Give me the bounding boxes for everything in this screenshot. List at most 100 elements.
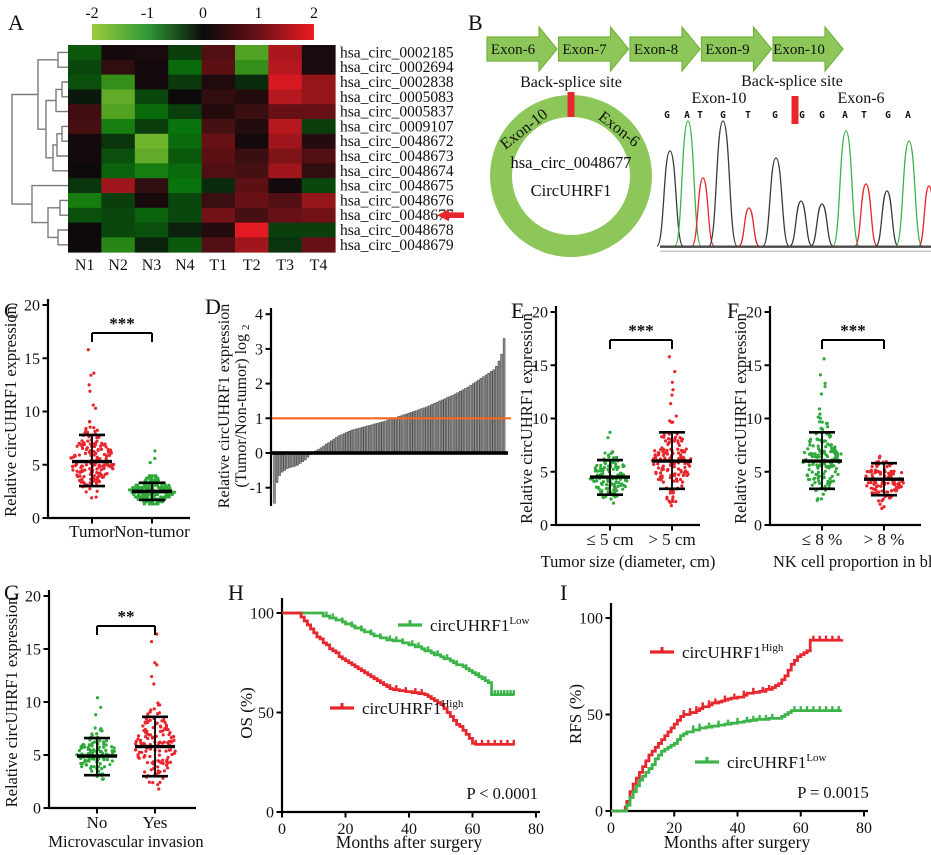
y-tick-label: 0 — [266, 805, 274, 822]
data-point — [146, 719, 150, 723]
data-point — [142, 485, 147, 490]
data-point — [100, 751, 105, 755]
circrna-name: CircUHRF1 — [531, 181, 612, 200]
data-point — [654, 470, 658, 474]
heatmap-cell — [168, 74, 202, 90]
dendrogram-branch — [59, 199, 68, 216]
heatmap-row-label: hsa_circ_0048677 — [340, 207, 454, 224]
data-point — [613, 495, 617, 499]
data-point — [822, 451, 826, 455]
p-value: P < 0.0001 — [467, 784, 539, 803]
y-axis-label-line2: (Tumor/Non-tumor) log 2 — [233, 324, 252, 487]
data-point — [155, 712, 160, 716]
data-point — [657, 466, 661, 470]
data-point — [652, 456, 656, 461]
data-point — [669, 504, 673, 508]
data-point — [164, 725, 168, 729]
waterfall-bar — [342, 433, 346, 454]
heatmap-cell — [134, 45, 169, 61]
data-point — [681, 449, 685, 453]
data-point — [89, 764, 94, 769]
heatmap-cell — [101, 104, 136, 120]
heatmap-cell — [268, 237, 303, 253]
data-point — [818, 448, 822, 453]
waterfall-bar — [350, 429, 354, 454]
heatmap-cell — [268, 148, 303, 164]
data-point — [95, 467, 99, 471]
heatmap-cell — [235, 178, 269, 194]
data-point — [165, 758, 169, 762]
heatmap-cell — [235, 193, 269, 209]
x-axis-label: Months after surgery — [664, 832, 811, 852]
data-point — [665, 452, 669, 456]
back-splice-marker — [567, 92, 575, 117]
data-point — [71, 468, 75, 472]
data-point — [869, 486, 873, 490]
data-point — [889, 469, 893, 473]
data-point — [864, 474, 868, 478]
data-point — [652, 462, 656, 467]
heatmap-row-label: hsa_circ_0048676 — [340, 192, 454, 209]
heatmap-cell — [268, 74, 303, 90]
data-point — [815, 473, 819, 477]
data-point — [80, 464, 85, 468]
x-tick-label: 60 — [793, 820, 809, 837]
data-point — [878, 502, 882, 506]
data-point — [880, 499, 884, 503]
waterfall-bar — [500, 353, 503, 454]
data-point — [108, 762, 112, 767]
data-point — [666, 467, 670, 472]
waterfall-bar — [371, 424, 374, 454]
heatmap-cell — [101, 45, 136, 61]
panel-i: I 0 20 40 60 80 0 50 100 Months after surgery RFS … — [560, 580, 872, 852]
data-point — [680, 455, 684, 459]
data-point — [97, 479, 102, 484]
y-tick-label: 20 — [746, 305, 762, 322]
data-point — [601, 472, 605, 476]
y-tick-label: 5 — [33, 748, 41, 765]
data-point — [109, 451, 113, 455]
data-point — [156, 476, 160, 480]
waterfall-bar — [389, 418, 392, 454]
exon-arrow-label: Exon-9 — [705, 42, 749, 58]
data-point — [676, 439, 680, 443]
data-point — [877, 499, 881, 503]
data-point — [159, 725, 163, 729]
heatmap-cell — [134, 237, 169, 253]
colorbar-tick-label: -1 — [141, 5, 154, 22]
trace-peak — [854, 183, 878, 247]
y-tick-label: 0 — [540, 518, 548, 535]
data-point — [100, 777, 105, 781]
x-axis-label: Tumor size (diameter, cm) — [541, 552, 716, 571]
data-point — [832, 450, 836, 454]
data-point — [172, 738, 176, 742]
heatmap-cell — [235, 207, 269, 223]
data-point — [88, 481, 92, 485]
sequence-base: A — [905, 110, 911, 121]
panel-letter-D: D — [205, 294, 221, 319]
trace-peak — [810, 203, 834, 247]
data-point — [667, 355, 671, 359]
data-point — [606, 486, 610, 491]
waterfall-bar — [461, 389, 465, 454]
heatmap-cell — [268, 193, 303, 209]
axes: 0 20 40 60 80 0 50 100 — [579, 603, 872, 837]
data-point — [820, 420, 824, 424]
data-point — [673, 370, 677, 374]
data-point — [90, 744, 94, 748]
category-label: > 5 cm — [648, 530, 695, 549]
heatmap-cell — [201, 193, 236, 209]
data-point — [147, 483, 152, 487]
colorbar-tick-label: 0 — [199, 5, 207, 22]
data-point — [156, 703, 161, 707]
survival-curve — [282, 611, 514, 746]
x-tick-label: 80 — [528, 821, 544, 838]
waterfall-bar — [337, 435, 341, 454]
data-point — [84, 463, 88, 467]
heatmap-cell — [235, 222, 269, 238]
data-point — [830, 446, 834, 450]
heatmap-cell — [201, 119, 236, 135]
data-point — [71, 464, 75, 468]
data-point — [69, 456, 73, 460]
data-point — [886, 481, 890, 485]
